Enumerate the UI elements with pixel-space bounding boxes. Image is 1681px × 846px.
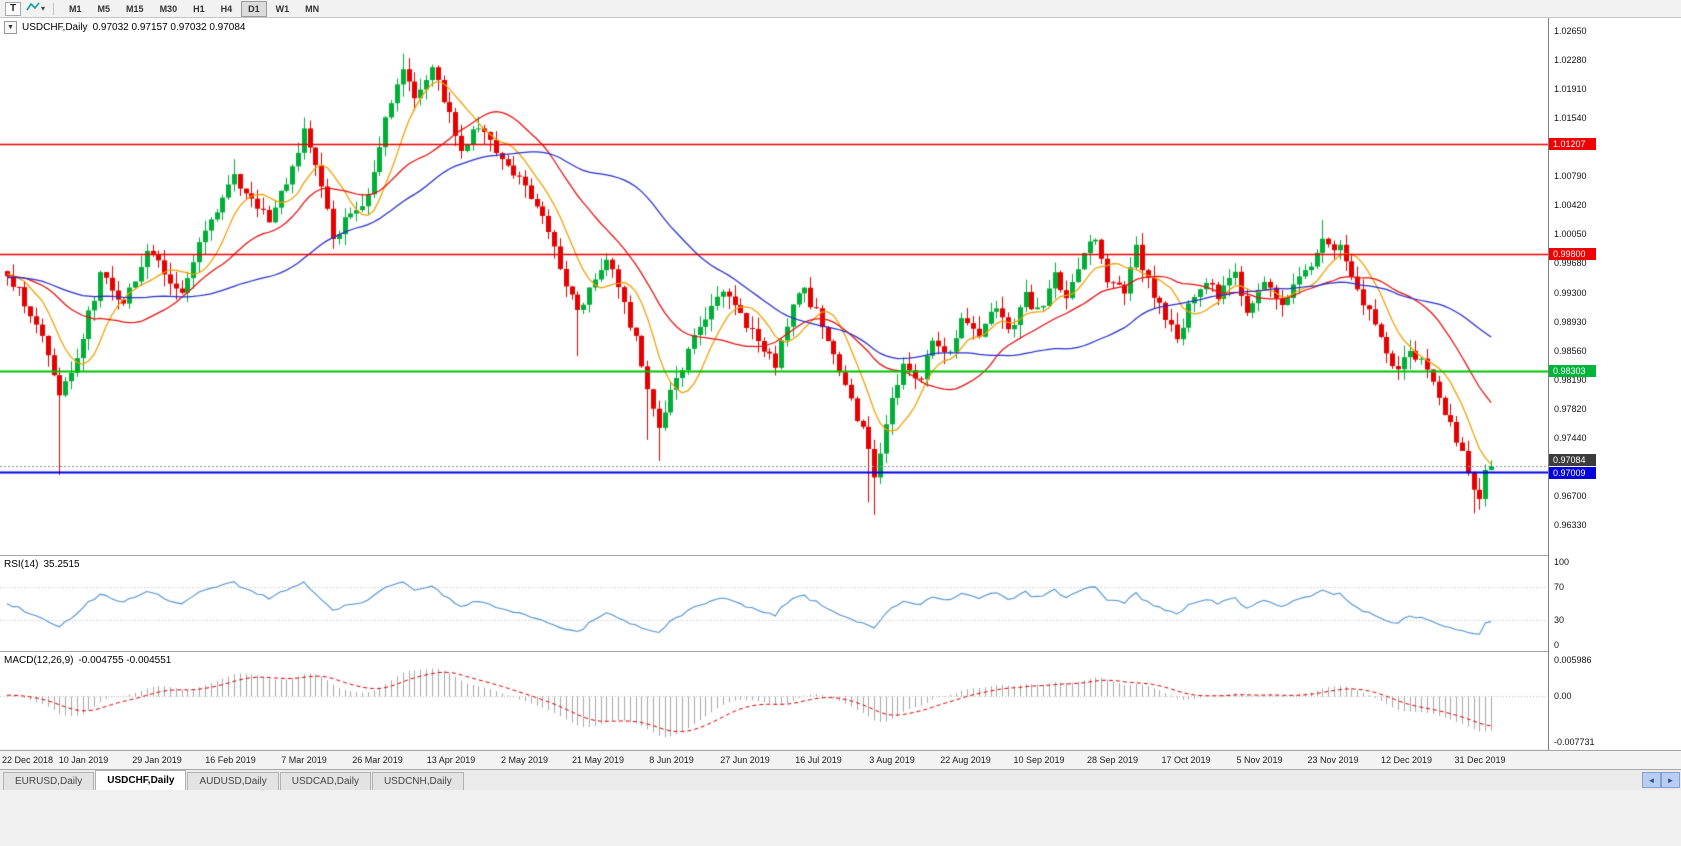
price-badge: 0.99800 — [1549, 247, 1596, 260]
date-tick: 31 Dec 2019 — [1454, 755, 1506, 765]
date-tick: 7 Mar 2019 — [281, 755, 327, 765]
date-tick: 16 Feb 2019 — [205, 755, 256, 765]
rsi-name: RSI(14) — [4, 559, 39, 570]
date-tick: 23 Nov 2019 — [1307, 755, 1359, 765]
chart-tab-usdchf[interactable]: USDCHF,Daily — [95, 770, 187, 790]
date-tick: 5 Nov 2019 — [1236, 755, 1283, 765]
date-tick: 22 Aug 2019 — [940, 755, 991, 765]
price-tick: 0.96330 — [1554, 519, 1587, 530]
timeframe-button-m15[interactable]: M15 — [126, 3, 144, 14]
macd-scale-tick: -0.007731 — [1554, 737, 1595, 747]
chart-tab-usdcnh[interactable]: USDCNH,Daily — [371, 772, 464, 790]
rsi-scale-tick: 100 — [1554, 557, 1570, 567]
rsi-label: RSI(14) 35.2515 — [4, 559, 80, 570]
macd-chart-canvas[interactable] — [0, 652, 1548, 749]
chart-tab-eurusd[interactable]: EURUSD,Daily — [3, 772, 95, 790]
timeframe-button-h4[interactable]: H4 — [220, 3, 233, 14]
timeframe-button-m30[interactable]: M30 — [159, 3, 178, 14]
date-tick: 21 May 2019 — [571, 755, 625, 765]
rsi-indicator-panel[interactable]: RSI(14) 35.2515 — [0, 556, 1548, 651]
macd-name: MACD(12,26,9) — [4, 655, 74, 666]
macd-scale-tick: 0.00 — [1554, 690, 1572, 701]
draw-tool-icon — [26, 1, 40, 16]
timeframe-button-m5[interactable]: M5 — [97, 3, 111, 14]
timeframe-buttons: M1 M5 M15 M30 H1 H4 D1 W1 MN — [62, 0, 326, 17]
price-tick: 1.00050 — [1554, 229, 1587, 240]
tab-scrollbar: ◄ ► — [1642, 772, 1680, 788]
rsi-value: 35.2515 — [43, 559, 80, 570]
price-badge: 0.97084 — [1549, 454, 1596, 467]
price-tick: 1.00420 — [1554, 200, 1587, 211]
price-scale[interactable]: 1.02650 1.02280 1.01910 1.01540 1.00790 1.004… — [1548, 18, 1681, 750]
date-tick: 13 Apr 2019 — [426, 755, 476, 765]
timeframe-button-w1[interactable]: W1 — [275, 3, 290, 14]
price-tick: 0.96700 — [1554, 491, 1587, 502]
timeframe-button-h1[interactable]: H1 — [193, 3, 205, 14]
timeframe-button-d1[interactable]: D1 — [241, 0, 267, 17]
price-tick: 0.99300 — [1554, 287, 1587, 298]
price-badge: 1.01207 — [1549, 137, 1596, 150]
panel-separator[interactable] — [0, 555, 1681, 556]
chart-ohlc-values: 0.97032 0.97157 0.97032 0.97084 — [92, 22, 246, 33]
panel-separator[interactable] — [0, 651, 1681, 652]
price-badge: 0.98303 — [1549, 364, 1596, 377]
price-tick: 0.98190 — [1554, 374, 1587, 385]
macd-label: MACD(12,26,9) -0.004755 -0.004551 — [4, 655, 171, 666]
toolbar-separator — [53, 2, 55, 15]
price-tick: 1.01910 — [1554, 83, 1587, 94]
rsi-chart-canvas[interactable] — [0, 556, 1548, 651]
date-tick: 27 Jun 2019 — [720, 755, 770, 765]
date-tick: 3 Aug 2019 — [869, 755, 915, 765]
chart-tab-bar: EURUSD,Daily USDCHF,Daily AUDUSD,Daily USDC… — [0, 769, 1681, 790]
top-toolbar: T ▾ M1 M5 M15 M30 H1 H4 D1 W1 MN — [0, 0, 1681, 18]
rsi-scale-tick: 70 — [1554, 581, 1565, 592]
macd-scale-tick: 0.005986 — [1554, 655, 1592, 665]
tabs-scroll-left-button[interactable]: ◄ — [1642, 772, 1661, 788]
draw-tool-button[interactable]: ▾ — [26, 1, 45, 16]
price-tick: 1.01540 — [1554, 112, 1587, 123]
chart-tab-audusd[interactable]: AUDUSD,Daily — [187, 772, 279, 790]
date-tick: 26 Mar 2019 — [352, 755, 403, 765]
date-tick: 29 Jan 2019 — [132, 755, 182, 765]
chart-symbol-label: USDCHF,Daily — [22, 22, 88, 33]
price-tick: 0.97820 — [1554, 403, 1587, 414]
timeframe-button-mn[interactable]: MN — [305, 3, 320, 14]
price-badge: 0.97009 — [1549, 466, 1596, 479]
macd-values: -0.004755 -0.004551 — [78, 655, 172, 666]
collapse-chart-button[interactable]: ▼ — [4, 21, 17, 34]
tabs-scroll-right-button[interactable]: ► — [1661, 772, 1680, 788]
date-tick: 10 Jan 2019 — [58, 755, 109, 765]
rsi-scale-tick: 0 — [1554, 640, 1560, 650]
date-tick: 16 Jul 2019 — [795, 755, 842, 765]
price-tick: 0.98560 — [1554, 345, 1587, 356]
main-chart-panel[interactable]: ▼ USDCHF,Daily 0.97032 0.97157 0.97032 0… — [0, 18, 1548, 555]
price-tick: 0.98930 — [1554, 316, 1587, 327]
date-tick: 8 Jun 2019 — [649, 755, 694, 765]
price-tick: 1.00790 — [1554, 171, 1587, 182]
rsi-scale-tick: 30 — [1554, 615, 1565, 626]
text-tool-button[interactable]: T — [5, 1, 21, 16]
price-tick: 0.97440 — [1554, 433, 1587, 444]
date-tick: 2 May 2019 — [500, 755, 549, 765]
date-tick: 12 Dec 2019 — [1380, 755, 1433, 765]
macd-indicator-panel[interactable]: MACD(12,26,9) -0.004755 -0.004551 — [0, 652, 1548, 749]
bottom-strip — [0, 790, 1681, 846]
date-axis[interactable]: 22 Dec 2018 10 Jan 2019 29 Jan 2019 16 Feb … — [0, 750, 1681, 769]
timeframe-button-m1[interactable]: M1 — [69, 3, 82, 14]
price-tick: 1.02650 — [1554, 25, 1587, 36]
price-tick: 1.02280 — [1554, 54, 1587, 65]
date-tick: 10 Sep 2019 — [1013, 755, 1065, 765]
candlestick-chart-canvas[interactable] — [0, 18, 1548, 555]
date-tick: 17 Oct 2019 — [1161, 755, 1211, 765]
chart-ohlc-header: ▼ USDCHF,Daily 0.97032 0.97157 0.97032 0… — [4, 21, 246, 34]
date-tick: 28 Sep 2019 — [1086, 755, 1139, 765]
date-tick: 22 Dec 2018 — [2, 755, 54, 765]
chevron-down-icon: ▾ — [41, 4, 46, 13]
chart-tab-usdcad[interactable]: USDCAD,Daily — [279, 772, 371, 790]
price-tick: 0.99680 — [1554, 258, 1587, 269]
